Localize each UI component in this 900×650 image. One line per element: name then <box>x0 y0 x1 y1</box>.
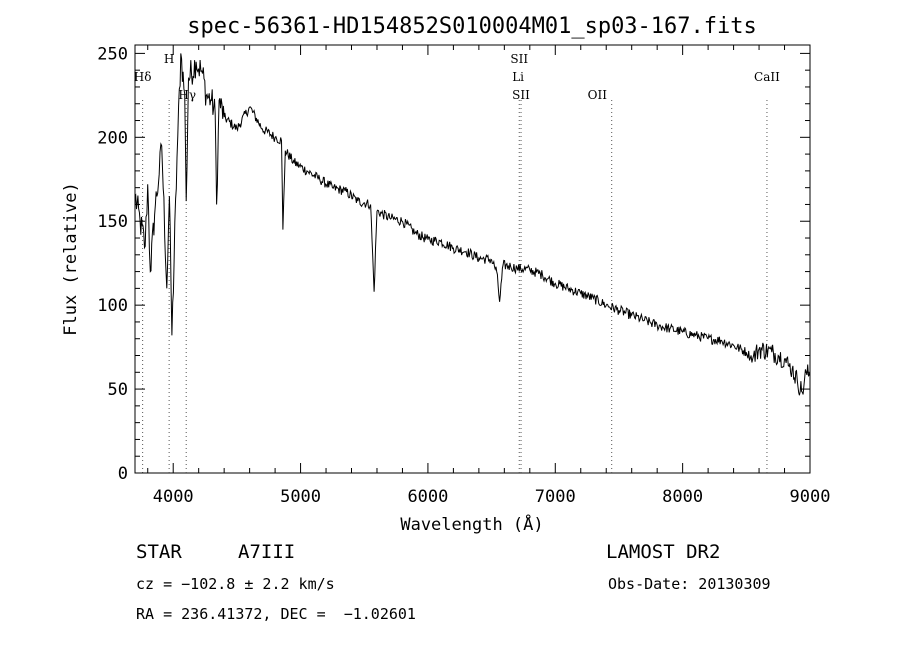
y-axis-label: Flux (relative) <box>61 182 81 336</box>
plot-frame <box>134 44 811 474</box>
y-tick-label-4: 200 <box>97 128 128 148</box>
survey-label: LAMOST DR2 <box>606 541 721 563</box>
line-annotations: Hδ H Hγ SII Li SII OII CaII <box>134 52 780 102</box>
y-tick-label-2: 100 <box>97 296 128 316</box>
annotation-2: Hγ <box>178 88 196 102</box>
y-tick-label-5: 250 <box>97 44 128 64</box>
annotation-1: H <box>164 52 174 66</box>
x-tick-label-1: 5000 <box>280 487 321 507</box>
y-tick-label-0: 0 <box>118 464 128 484</box>
reference-lines <box>142 100 768 473</box>
x-tick-label-4: 8000 <box>662 487 703 507</box>
x-axis-label: Wavelength (Å) <box>400 513 543 535</box>
y-tick-label-3: 150 <box>97 212 128 232</box>
spectrum-line <box>134 53 811 396</box>
obs-date: Obs-Date: 20130309 <box>608 575 771 593</box>
spectral-class: A7III <box>238 541 296 563</box>
x-tick-label-3: 7000 <box>535 487 576 507</box>
annotation-5: SII <box>512 88 530 102</box>
x-tick-label-5: 9000 <box>790 487 831 507</box>
coordinates: RA = 236.41372, DEC = −1.02601 <box>136 605 416 623</box>
y-tick-label-1: 50 <box>108 380 128 400</box>
annotation-3: SII <box>510 52 528 66</box>
annotation-6: OII <box>588 88 608 102</box>
object-type: STAR <box>136 541 182 563</box>
redshift-text: cz = −102.8 ± 2.2 km/s <box>136 575 335 593</box>
annotation-7: CaII <box>754 70 780 84</box>
annotation-4: Li <box>512 70 524 84</box>
chart-title: spec-56361-HD154852S010004M01_sp03-167.f… <box>187 14 757 39</box>
x-tick-label-2: 6000 <box>407 487 448 507</box>
x-tick-label-0: 4000 <box>153 487 194 507</box>
annotation-0: Hδ <box>134 70 152 84</box>
axis-ticks: 4000 5000 6000 7000 8000 9000 0 50 100 150 200 250 <box>97 44 830 507</box>
